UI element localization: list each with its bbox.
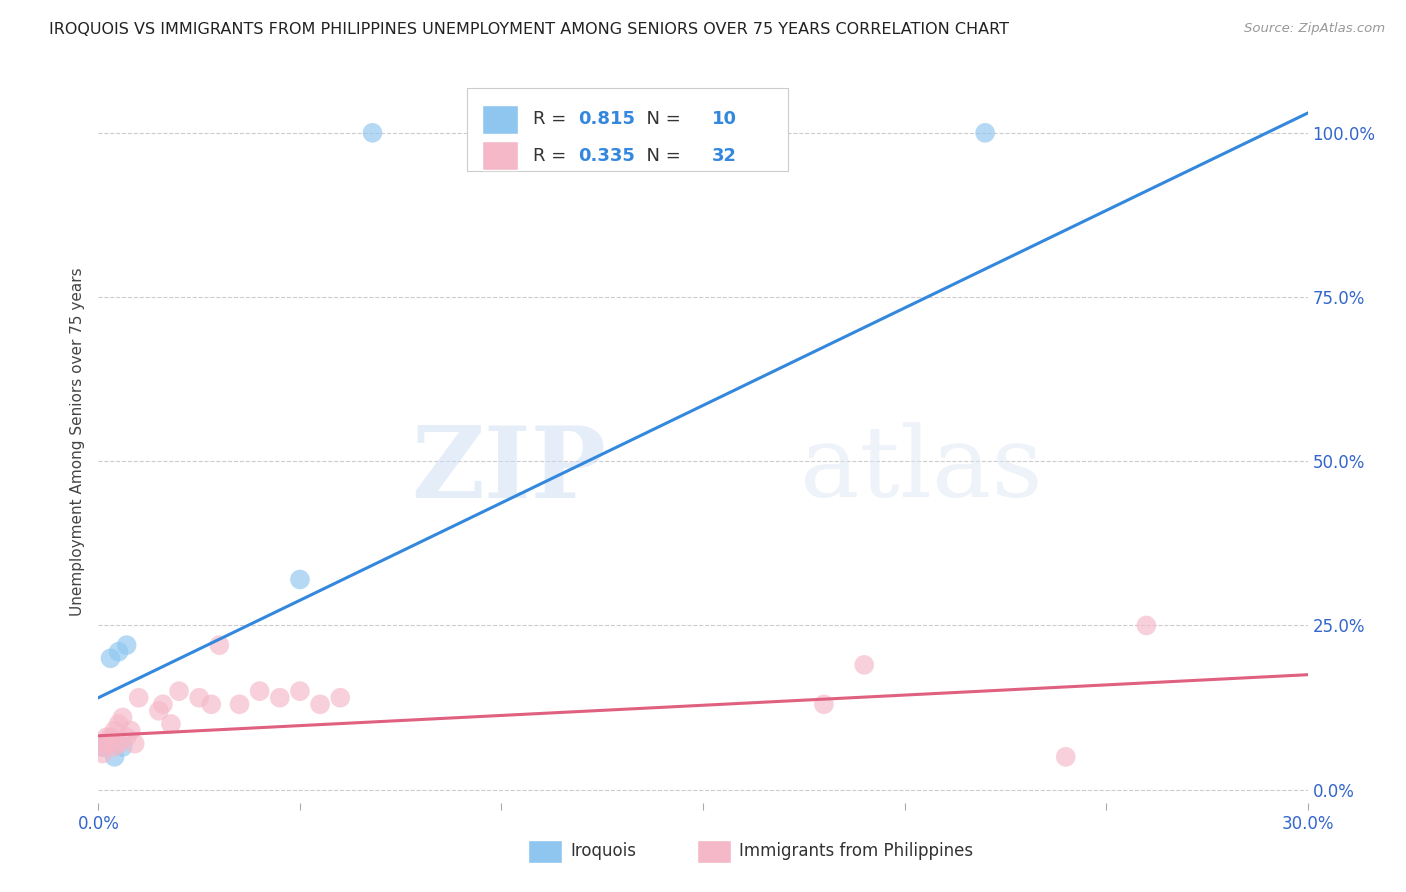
Point [91,747,114,761]
Point [115,638,138,652]
Point [96,737,118,751]
Text: 0.335: 0.335 [578,146,636,165]
Point [208,638,231,652]
Point [974,126,997,140]
Point [111,739,134,754]
Text: Source: ZipAtlas.com: Source: ZipAtlas.com [1244,22,1385,36]
Text: R =: R = [533,110,571,128]
Point [120,723,142,738]
Text: Iroquois: Iroquois [569,842,636,860]
Point [107,737,129,751]
Text: Immigrants from Philippines: Immigrants from Philippines [740,842,973,860]
Point [100,730,122,744]
Point [269,690,291,705]
Point [288,684,311,698]
Bar [527,839,561,863]
Point [361,126,384,140]
Text: N =: N = [636,110,686,128]
Point [91,739,114,754]
Point [96,737,118,751]
Point [128,690,150,705]
Bar [697,839,731,863]
Point [853,657,876,672]
Point [107,645,129,659]
Y-axis label: Unemployment Among Seniors over 75 years: Unemployment Among Seniors over 75 years [69,268,84,615]
Point [200,698,222,712]
Bar [482,104,517,134]
Point [160,717,183,731]
Point [813,698,835,712]
Point [152,698,174,712]
Point [167,684,190,698]
Point [228,698,250,712]
Text: ZIP: ZIP [412,422,606,519]
Point [91,739,114,754]
Text: 0.815: 0.815 [578,110,636,128]
Text: atlas: atlas [800,423,1042,518]
Bar [482,141,517,170]
Point [124,737,146,751]
FancyBboxPatch shape [467,87,787,170]
Point [1135,618,1157,632]
Point [103,723,125,738]
Point [96,730,118,744]
Point [148,704,170,718]
Point [188,690,211,705]
Text: 32: 32 [711,146,737,165]
Text: 10: 10 [711,110,737,128]
Point [100,651,122,665]
Point [103,739,125,754]
Point [107,717,129,731]
Text: IROQUOIS VS IMMIGRANTS FROM PHILIPPINES UNEMPLOYMENT AMONG SENIORS OVER 75 YEARS: IROQUOIS VS IMMIGRANTS FROM PHILIPPINES … [49,22,1010,37]
Point [329,690,352,705]
Point [288,573,311,587]
Point [309,698,332,712]
Text: N =: N = [636,146,686,165]
Point [111,710,134,724]
Point [1054,749,1077,764]
Text: R =: R = [533,146,571,165]
Point [249,684,271,698]
Point [100,737,122,751]
Point [103,749,125,764]
Point [115,730,138,744]
